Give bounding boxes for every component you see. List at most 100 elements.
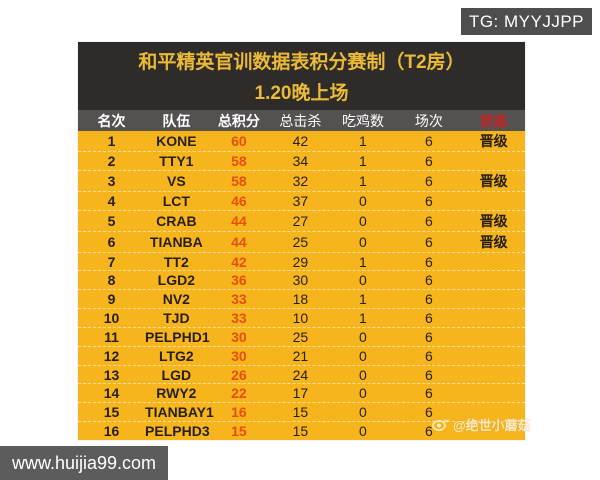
chickens-cell: 1 <box>359 310 367 327</box>
points-cell: 46 <box>231 192 247 209</box>
rank-cell: 3 <box>107 172 116 189</box>
table-row: 10 TJD 33 10 1 6 <box>78 308 525 327</box>
table-title-line1: 和平精英官训数据表积分赛制（T2房） <box>138 52 465 73</box>
rank-cell: 11 <box>104 328 119 345</box>
team-cell: TIANBA <box>149 233 203 250</box>
chickens-cell: 0 <box>359 328 367 345</box>
weibo-eye-icon <box>432 418 449 431</box>
points-cell: 58 <box>231 172 247 189</box>
team-cell: TTY1 <box>159 152 194 169</box>
matches-cell: 6 <box>424 404 433 421</box>
header-points: 总积分 <box>217 112 260 129</box>
header-rank: 名次 <box>97 112 126 129</box>
chickens-cell: 0 <box>359 404 367 421</box>
status-cell: 晋级 <box>479 133 508 149</box>
kills-cell: 17 <box>292 385 309 402</box>
status-cell: 晋级 <box>479 233 508 250</box>
table-row: 11 PELPHD1 30 25 0 6 <box>78 326 525 346</box>
table-row: 5 CRAB 44 27 0 6 晋级 <box>78 209 525 231</box>
header-chickens: 吃鸡数 <box>341 112 384 129</box>
table-title-line2: 1.20晚上场 <box>254 83 349 104</box>
chickens-cell: 1 <box>359 291 367 308</box>
table-title: 和平精英官训数据表积分赛制（T2房） 1.20晚上场 <box>78 42 525 110</box>
points-cell: 60 <box>231 133 247 149</box>
team-cell: CRAB <box>156 212 197 229</box>
tg-contact-badge: TG: MYYJJPP <box>461 8 592 35</box>
rank-cell: 5 <box>107 212 116 229</box>
kills-cell: 15 <box>292 404 309 421</box>
team-cell: LGD2 <box>157 272 195 289</box>
rank-cell: 12 <box>103 347 120 364</box>
header-kills: 总击杀 <box>279 112 322 129</box>
kills-cell: 37 <box>292 192 309 209</box>
rank-cell: 1 <box>107 133 116 149</box>
kills-cell: 24 <box>292 366 309 383</box>
header-matches: 场次 <box>414 112 443 129</box>
table-row: 1 KONE 60 42 1 6 晋级 <box>78 131 525 151</box>
chickens-cell: 0 <box>359 347 367 364</box>
points-cell: 44 <box>231 233 247 250</box>
table-row: 2 TTY1 58 34 1 6 <box>78 151 525 170</box>
chickens-cell: 0 <box>359 212 367 229</box>
points-cell: 30 <box>231 347 247 364</box>
team-cell: LCT <box>162 192 190 209</box>
matches-cell: 6 <box>424 233 433 250</box>
team-cell: NV2 <box>162 291 190 308</box>
points-cell: 33 <box>231 291 247 308</box>
weibo-watermark: @绝世小蘑菇 <box>432 415 531 433</box>
team-cell: PELPHD3 <box>145 423 210 440</box>
table-row: 9 NV2 33 18 1 6 <box>78 289 525 308</box>
team-cell: LGD <box>161 366 192 383</box>
points-cell: 16 <box>231 404 247 421</box>
table-row: 8 LGD2 36 30 0 6 <box>78 270 525 289</box>
header-team: 队伍 <box>162 112 191 129</box>
kills-cell: 34 <box>292 152 309 169</box>
chickens-cell: 0 <box>359 423 367 440</box>
kills-cell: 10 <box>292 310 309 327</box>
matches-cell: 6 <box>424 272 433 289</box>
rank-cell: 7 <box>107 253 116 270</box>
table-row: 6 TIANBA 44 25 0 6 晋级 <box>78 230 525 252</box>
rank-cell: 9 <box>107 291 116 308</box>
team-cell: TT2 <box>163 253 189 270</box>
rank-cell: 8 <box>107 272 116 289</box>
team-cell: PELPHD1 <box>145 328 210 345</box>
matches-cell: 6 <box>424 212 433 229</box>
chickens-cell: 0 <box>359 233 367 250</box>
chickens-cell: 0 <box>359 272 367 289</box>
rank-cell: 13 <box>103 366 120 383</box>
matches-cell: 6 <box>424 423 433 440</box>
matches-cell: 6 <box>424 152 433 169</box>
kills-cell: 25 <box>292 233 309 250</box>
table-row: 16 PELPHD3 15 15 0 6 <box>78 421 525 440</box>
table-row: 7 TT2 42 29 1 6 <box>78 251 525 271</box>
matches-cell: 6 <box>424 253 433 270</box>
table-body: 1 KONE 60 42 1 6 晋级 2 TTY1 58 34 1 6 3 V… <box>78 131 525 440</box>
kills-cell: 21 <box>292 347 309 364</box>
matches-cell: 6 <box>424 291 433 308</box>
team-cell: TJD <box>163 310 190 327</box>
team-cell: KONE <box>156 133 197 149</box>
site-watermark-bar: www.huijia99.com <box>0 446 168 480</box>
table-header-row: 名次 队伍 总积分 总击杀 吃鸡数 场次 状态 <box>78 110 525 131</box>
rank-cell: 15 <box>103 404 120 421</box>
weibo-handle: @绝世小蘑菇 <box>453 417 531 433</box>
team-cell: TIANBAY1 <box>145 404 214 421</box>
matches-cell: 6 <box>424 172 433 189</box>
points-cell: 58 <box>231 152 247 169</box>
status-cell: 晋级 <box>479 212 508 229</box>
table-row: 3 VS 58 32 1 6 晋级 <box>78 169 525 191</box>
kills-cell: 15 <box>292 423 309 440</box>
points-cell: 30 <box>231 328 247 345</box>
rank-cell: 14 <box>103 385 120 402</box>
kills-cell: 42 <box>292 133 309 149</box>
matches-cell: 6 <box>424 133 433 149</box>
points-cell: 44 <box>231 212 247 229</box>
matches-cell: 6 <box>424 328 433 345</box>
rank-cell: 6 <box>107 233 116 250</box>
chickens-cell: 1 <box>359 152 367 169</box>
chickens-cell: 0 <box>359 192 367 209</box>
team-cell: RWY2 <box>156 385 197 402</box>
rank-cell: 4 <box>107 192 116 209</box>
chickens-cell: 1 <box>359 133 367 149</box>
